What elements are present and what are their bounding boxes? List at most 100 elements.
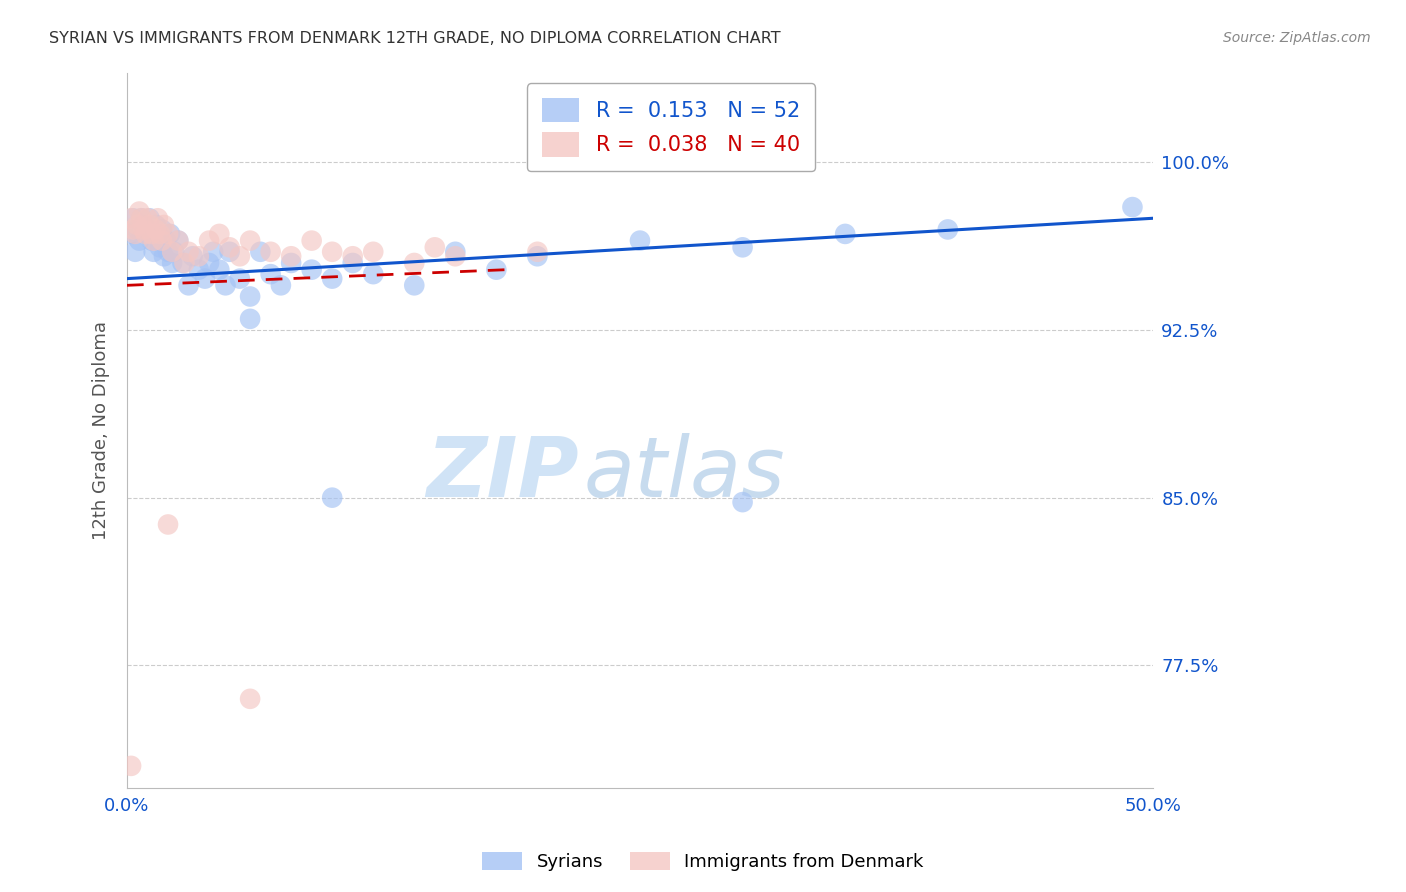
Point	[280, 256, 302, 270]
Point	[218, 244, 240, 259]
Point	[153, 249, 176, 263]
Point	[187, 249, 209, 263]
Point	[208, 262, 231, 277]
Point	[150, 234, 173, 248]
Point	[172, 256, 194, 270]
Point	[731, 240, 754, 254]
Point	[145, 218, 167, 232]
Point	[150, 222, 173, 236]
Point	[128, 234, 150, 248]
Point	[731, 495, 754, 509]
Point	[149, 227, 172, 241]
Point	[173, 256, 195, 270]
Point	[142, 234, 165, 248]
Point	[181, 249, 204, 263]
Point	[361, 244, 384, 259]
Point	[127, 222, 149, 236]
Legend: R =  0.153   N = 52, R =  0.038   N = 40: R = 0.153 N = 52, R = 0.038 N = 40	[527, 83, 815, 171]
Point	[218, 240, 240, 254]
Point	[177, 278, 200, 293]
Point	[142, 244, 165, 259]
Point	[423, 240, 446, 254]
Point	[153, 218, 176, 232]
Point	[124, 227, 146, 241]
Point	[628, 234, 651, 248]
Point	[145, 222, 167, 236]
Point	[301, 262, 323, 277]
Point	[321, 271, 343, 285]
Point	[1121, 200, 1143, 214]
Point	[834, 227, 856, 241]
Point	[146, 227, 169, 241]
Point	[141, 227, 163, 241]
Point	[321, 244, 343, 259]
Point	[280, 249, 302, 263]
Point	[229, 249, 252, 263]
Point	[249, 244, 271, 259]
Point	[342, 256, 364, 270]
Text: SYRIAN VS IMMIGRANTS FROM DENMARK 12TH GRADE, NO DIPLOMA CORRELATION CHART: SYRIAN VS IMMIGRANTS FROM DENMARK 12TH G…	[49, 31, 780, 46]
Point	[361, 267, 384, 281]
Point	[936, 222, 959, 236]
Text: Source: ZipAtlas.com: Source: ZipAtlas.com	[1223, 31, 1371, 45]
Point	[136, 222, 159, 236]
Point	[155, 234, 177, 248]
Text: atlas: atlas	[583, 433, 785, 514]
Text: ZIP: ZIP	[426, 433, 578, 514]
Point	[239, 234, 262, 248]
Point	[229, 271, 252, 285]
Point	[198, 256, 221, 270]
Point	[198, 234, 221, 248]
Point	[157, 227, 180, 241]
Point	[485, 262, 508, 277]
Point	[259, 267, 281, 281]
Point	[157, 244, 180, 259]
Point	[136, 211, 159, 226]
Point	[149, 240, 172, 254]
Point	[134, 227, 156, 241]
Point	[167, 234, 190, 248]
Point	[194, 271, 217, 285]
Point	[202, 244, 225, 259]
Point	[214, 278, 236, 293]
Point	[160, 256, 183, 270]
Point	[160, 244, 183, 259]
Point	[163, 244, 186, 259]
Point	[124, 244, 146, 259]
Point	[157, 517, 180, 532]
Point	[138, 211, 160, 226]
Point	[239, 311, 262, 326]
Point	[177, 244, 200, 259]
Point	[127, 218, 149, 232]
Point	[120, 211, 142, 226]
Point	[444, 249, 467, 263]
Point	[526, 244, 548, 259]
Point	[404, 278, 426, 293]
Point	[122, 222, 145, 236]
Point	[208, 227, 231, 241]
Point	[239, 289, 262, 303]
Point	[141, 234, 163, 248]
Point	[259, 244, 281, 259]
Point	[167, 234, 190, 248]
Point	[134, 227, 156, 241]
Point	[138, 218, 160, 232]
Point	[444, 244, 467, 259]
Point	[128, 204, 150, 219]
Point	[159, 227, 181, 241]
Point	[321, 491, 343, 505]
Point	[146, 211, 169, 226]
Point	[132, 218, 155, 232]
Y-axis label: 12th Grade, No Diploma: 12th Grade, No Diploma	[93, 321, 110, 540]
Legend: Syrians, Immigrants from Denmark: Syrians, Immigrants from Denmark	[475, 845, 931, 879]
Point	[187, 262, 209, 277]
Point	[301, 234, 323, 248]
Point	[131, 211, 153, 226]
Point	[120, 227, 142, 241]
Point	[132, 222, 155, 236]
Point	[270, 278, 292, 293]
Point	[122, 211, 145, 226]
Point	[342, 249, 364, 263]
Point	[526, 249, 548, 263]
Point	[239, 691, 262, 706]
